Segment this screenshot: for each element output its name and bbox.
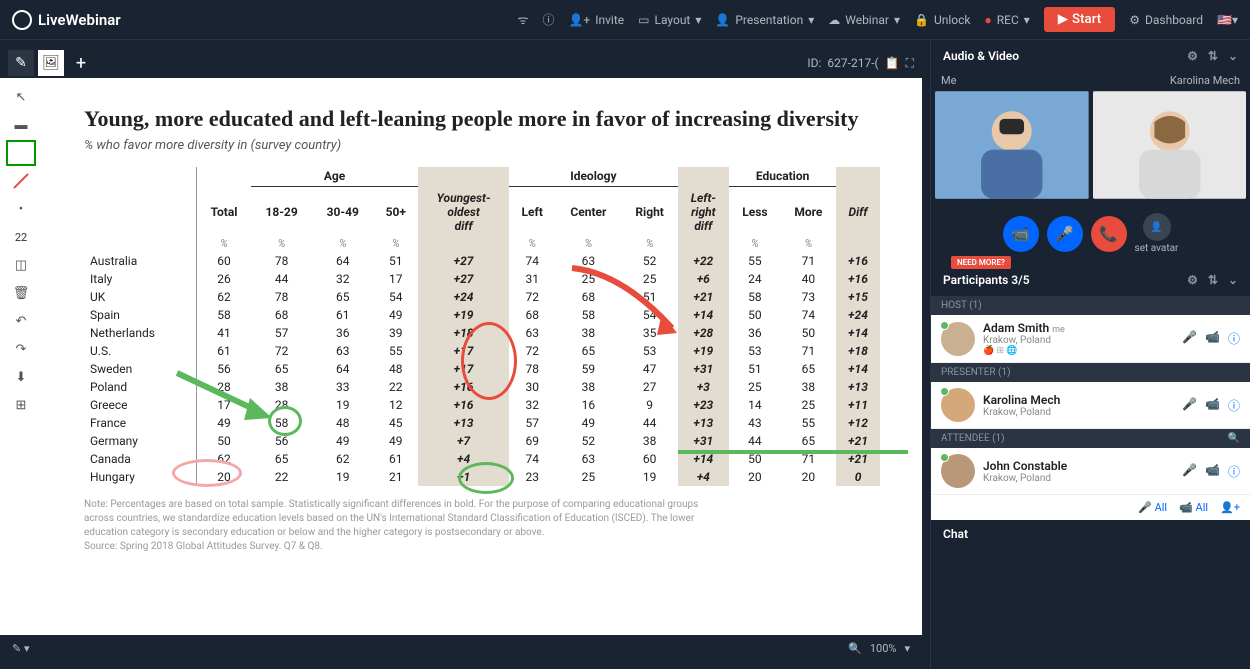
line-tool[interactable] <box>6 168 36 194</box>
data-table: Age Ideology Education Total 18-2930-495… <box>84 167 880 486</box>
camera-button[interactable]: 📹 <box>1003 216 1039 252</box>
me-label: Me <box>941 74 956 87</box>
user-row-presenter[interactable]: Karolina MechKrakow, Poland 🎤📹ⓘ <box>931 382 1250 429</box>
hangup-button[interactable]: 📞 <box>1091 216 1127 252</box>
slide-title: Young, more educated and left-leaning pe… <box>84 106 880 132</box>
start-button[interactable]: ▶Start <box>1044 7 1115 32</box>
dot-tool[interactable]: • <box>6 196 36 222</box>
image-tab[interactable]: 🖼 <box>38 50 64 76</box>
table-row: Australia60786451+27746352+225571+16 <box>84 252 880 270</box>
sort-icon[interactable]: ⇅ <box>1208 49 1218 63</box>
presentation-menu[interactable]: 👤Presentation▾ <box>715 13 814 27</box>
mic-icon[interactable]: 🎤 <box>1182 397 1197 414</box>
table-row: U.S.61726355+17726553+195371+18 <box>84 342 880 360</box>
table-row: Poland28383322+16303827+32538+13 <box>84 378 880 396</box>
cam-icon[interactable]: 📹 <box>1205 330 1220 347</box>
mic-button[interactable]: 🎤 <box>1047 216 1083 252</box>
cam-icon[interactable]: 📹 <box>1205 397 1220 414</box>
table-row: Sweden56656448+17785947+315165+14 <box>84 360 880 378</box>
attendee-section: ATTENDEE (1)🔍 <box>931 429 1250 448</box>
flag-icon[interactable]: 🇺🇸▾ <box>1217 13 1238 27</box>
copy-icon[interactable]: 📋 <box>885 56 900 70</box>
zoom-bar: ✎ ▾ 🔍 100% ▾ <box>0 635 922 661</box>
add-tab[interactable]: + <box>68 50 94 76</box>
zoom-out[interactable]: 🔍 <box>848 642 862 655</box>
info-icon[interactable]: ⓘ <box>1228 330 1240 347</box>
avatar <box>941 388 975 422</box>
grid-tool[interactable]: ⊞ <box>6 392 36 418</box>
invite-button[interactable]: 👤+Invite <box>568 13 624 27</box>
unlock-button[interactable]: 🔒Unlock <box>914 13 971 27</box>
info-icon[interactable]: ⓘ <box>1228 397 1240 414</box>
chat-header[interactable]: Chat <box>931 520 1250 548</box>
sidebar: Audio & Video ⚙⇅⌄ MeKarolina Mech 📹 🎤 📞 … <box>930 40 1250 669</box>
mic-off-icon[interactable]: 🎤 <box>1182 330 1197 347</box>
topbar: LiveWebinar ᯤ ⓘ 👤+Invite ▭Layout▾ 👤Prese… <box>0 0 1250 40</box>
redo-tool[interactable]: ↷ <box>6 336 36 362</box>
gear-icon[interactable]: ⚙ <box>1187 49 1198 63</box>
set-avatar-button[interactable]: 👤set avatar <box>1135 213 1179 254</box>
brush-tab[interactable]: ✎ <box>8 50 34 76</box>
layout-menu[interactable]: ▭Layout▾ <box>638 13 701 27</box>
logo: LiveWebinar <box>12 10 121 30</box>
table-row: Germany50564949+7695238+314465+21 <box>84 432 880 450</box>
other-label: Karolina Mech <box>1170 74 1240 87</box>
webinar-menu[interactable]: ☁Webinar▾ <box>828 13 900 27</box>
search-icon[interactable]: 🔍 <box>1228 433 1240 444</box>
zoom-value: 100% <box>870 642 897 655</box>
table-row: Hungary20221921+1232519+420200 <box>84 468 880 486</box>
room-id: ID: 627-217-( 📋 ⛶ <box>807 56 914 71</box>
cam-all[interactable]: 📹 All <box>1179 501 1208 514</box>
info-icon[interactable]: ⓘ <box>1228 463 1240 480</box>
all-controls: 🎤 All 📹 All 👤+ <box>931 495 1250 520</box>
chevron-down-icon[interactable]: ⌄ <box>1228 273 1238 287</box>
eraser-tool[interactable]: ◫ <box>6 252 36 278</box>
undo-tool[interactable]: ↶ <box>6 308 36 334</box>
cam-icon[interactable]: 📹 <box>1205 463 1220 480</box>
table-row: Greece17281912+1632169+231425+11 <box>84 396 880 414</box>
table-row: UK62786554+24726851+215873+15 <box>84 288 880 306</box>
video-tile-other[interactable] <box>1093 91 1247 199</box>
wifi-icon: ᯤ <box>517 11 528 28</box>
avatar <box>941 322 975 356</box>
need-more-badge[interactable]: NEED MORE? <box>951 256 1011 269</box>
zoom-menu[interactable]: ▾ <box>904 642 910 655</box>
avatar <box>941 454 975 488</box>
pen-icon[interactable]: ✎ ▾ <box>12 642 29 655</box>
slide-note: Note: Percentages are based on total sam… <box>84 498 880 554</box>
table-row: Spain58686149+19685854+145074+24 <box>84 306 880 324</box>
host-section: HOST (1) <box>931 296 1250 315</box>
gear-icon[interactable]: ⚙ <box>1187 273 1198 287</box>
table-row: Netherlands41573639+18633835+283650+14 <box>84 324 880 342</box>
av-panel-header: Audio & Video ⚙⇅⌄ <box>931 40 1250 72</box>
drawing-toolbar: ↖ ▬ • 22 ◫ 🗑 ↶ ↷ ⬇ ⊞ <box>0 78 42 635</box>
add-user-icon[interactable]: 👤+ <box>1220 501 1240 514</box>
dashboard-button[interactable]: ⚙Dashboard <box>1129 13 1203 27</box>
download-tool[interactable]: ⬇ <box>6 364 36 390</box>
user-row-host[interactable]: Adam Smith meKrakow, Poland🍎 ⊞ 🌐 🎤📹ⓘ <box>931 315 1250 363</box>
trash-tool[interactable]: 🗑 <box>6 280 36 306</box>
rect-tool[interactable] <box>6 140 36 166</box>
user-row-attendee[interactable]: John ConstableKrakow, Poland 🎤📹ⓘ <box>931 448 1250 495</box>
mic-all[interactable]: 🎤 All <box>1138 501 1167 514</box>
table-row: Canada62656261+4746360+145071+21 <box>84 450 880 468</box>
slide-content: Young, more educated and left-leaning pe… <box>42 78 922 635</box>
table-row: Italy26443217+27312525+62440+16 <box>84 270 880 288</box>
video-tile-me[interactable] <box>935 91 1089 199</box>
info-icon[interactable]: ⓘ <box>542 11 554 28</box>
mic-icon[interactable]: 🎤 <box>1182 463 1197 480</box>
shape-tool[interactable]: ▬ <box>6 112 36 138</box>
table-row: France49584845+13574944+134355+12 <box>84 414 880 432</box>
pointer-tool[interactable]: ↖ <box>6 84 36 110</box>
rec-indicator[interactable]: ●REC▾ <box>984 13 1029 27</box>
chevron-down-icon[interactable]: ⌄ <box>1228 49 1238 63</box>
slide-subtitle: % who favor more diversity in (survey co… <box>84 138 880 153</box>
presenter-section: PRESENTER (1) <box>931 363 1250 382</box>
participants-header: NEED MORE? Participants 3/5 ⚙⇅⌄ <box>931 264 1250 296</box>
size-value[interactable]: 22 <box>6 224 36 250</box>
sort-icon[interactable]: ⇅ <box>1208 273 1218 287</box>
expand-icon[interactable]: ⛶ <box>906 56 914 71</box>
canvas-area: ✎ 🖼 + ID: 627-217-( 📋 ⛶ ↖ ▬ • 22 ◫ 🗑 ↶ ↷… <box>0 40 930 669</box>
